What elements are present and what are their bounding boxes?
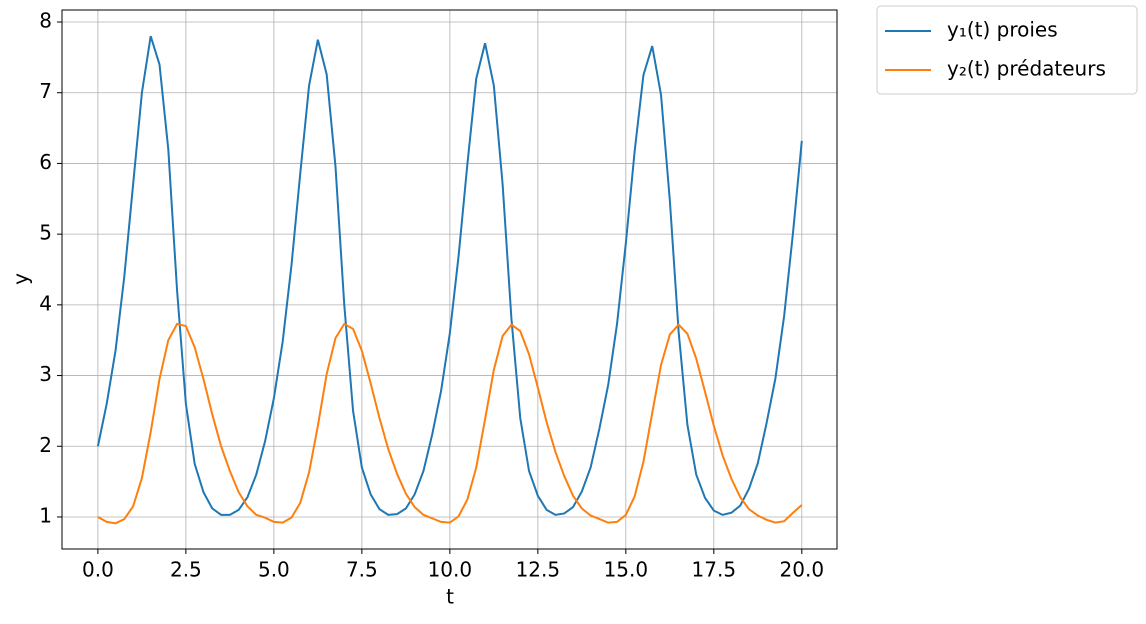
y-axis-label: y [9,273,33,285]
legend-frame [876,5,1138,95]
legend-label: y₁(t) proies [947,18,1058,42]
y-tick-label: 4 [39,291,52,315]
y-tick-label: 8 [39,9,52,33]
x-tick-label: 2.5 [170,558,202,582]
line-series [97,322,803,525]
y-tick-label: 5 [39,221,52,245]
y-tick-label: 6 [39,150,52,174]
x-tick-label: 20.0 [780,558,825,582]
x-axis-label: t [446,585,454,609]
y-tick-label: 3 [39,362,52,386]
legend-label: y₂(t) prédateurs [947,57,1106,81]
x-tick-label: 7.5 [346,558,378,582]
y-tick-label: 1 [39,503,52,527]
y-tick-label: 7 [39,79,52,103]
x-tick-label: 10.0 [428,558,473,582]
x-tick-label: 15.0 [604,558,649,582]
y-tick-label: 2 [39,433,52,457]
line-series [96,35,803,516]
plot-frame [61,9,838,550]
x-tick-label: 17.5 [692,558,737,582]
x-tick-label: 0.0 [82,558,114,582]
x-tick-label: 12.5 [516,558,561,582]
x-tick-label: 5.0 [258,558,290,582]
